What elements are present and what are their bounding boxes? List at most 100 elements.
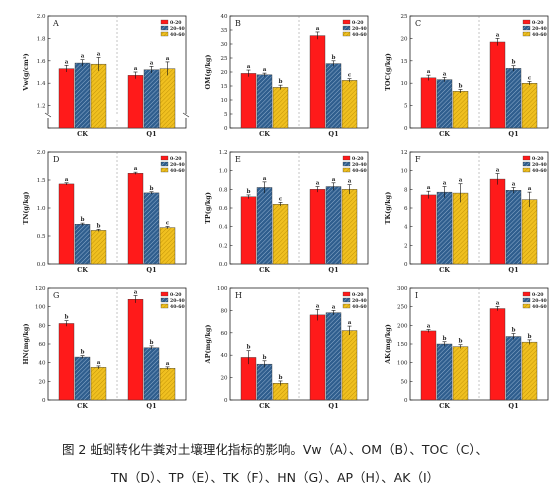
significance-label: a xyxy=(65,59,69,65)
significance-label: b xyxy=(279,375,283,381)
bar xyxy=(272,204,289,265)
panel-letter: H xyxy=(235,291,242,300)
panel-d: 0.0 0.5 1.0 1.5 2.0 a b b CK a b c Q1 D TN(g/kg) 0-2020… xyxy=(22,150,187,274)
bar xyxy=(505,190,522,265)
y-tick-label: 4 xyxy=(404,225,408,231)
legend-label: 40-60 xyxy=(170,168,185,174)
legend-label: 20-40 xyxy=(352,298,367,304)
legend-label: 0-20 xyxy=(532,20,544,26)
bar xyxy=(309,314,326,401)
significance-label: a xyxy=(443,181,447,187)
y-tick-label: 50 xyxy=(401,379,408,385)
bar xyxy=(521,341,538,401)
significance-label: b xyxy=(459,83,463,89)
legend-label: 20-40 xyxy=(170,162,185,168)
y-tick-label: 25 xyxy=(401,14,408,20)
bar xyxy=(143,347,160,401)
bar xyxy=(74,62,91,129)
bar xyxy=(325,312,342,401)
figure-panels: 1.21.41.61.82.0aa aCKaaaQ1AVw(g/cm³)0-202… xyxy=(22,14,549,410)
significance-label: a xyxy=(97,51,101,57)
category-label: CK xyxy=(439,266,450,274)
panel-letter: F xyxy=(415,155,421,164)
significance-label: b xyxy=(97,223,101,229)
significance-label: c xyxy=(528,75,532,81)
significance-label: c xyxy=(348,73,352,79)
y-tick-label: 0 xyxy=(404,398,408,404)
y-tick-label: 6 xyxy=(404,206,408,212)
significance-label: a xyxy=(332,304,336,310)
category-label: CK xyxy=(77,266,88,274)
significance-label: a xyxy=(65,177,69,183)
legend-label: 20-40 xyxy=(352,162,367,168)
bar xyxy=(420,77,437,129)
legend-swatch xyxy=(342,31,351,37)
figure-caption: 图 2 蚯蚓转化牛粪对土壤理化指标的影响。Vw（A）、OM（B）、TOC（C）、… xyxy=(10,436,540,492)
panel-i: 0 50 100 150 200 250 300 a b b CK a b b Q1 I AK(mg/kg) 0-… xyxy=(384,286,549,410)
legend-label: 0-20 xyxy=(532,156,544,162)
significance-label: a xyxy=(166,56,170,62)
category-label: CK xyxy=(439,402,450,410)
y-tick-label: 20 xyxy=(221,70,228,76)
legend-label: 0-20 xyxy=(170,156,182,162)
bar xyxy=(240,196,257,265)
y-tick-label: 2 xyxy=(404,243,408,249)
bar xyxy=(159,227,176,265)
significance-label: a xyxy=(332,177,336,183)
bar xyxy=(272,383,289,401)
bar xyxy=(127,299,144,401)
bar xyxy=(74,356,91,401)
y-tick-label: 1.6 xyxy=(37,59,46,65)
legend-swatch xyxy=(522,161,531,167)
y-tick-label: 60 xyxy=(221,331,228,337)
y-axis-label: TN(g/kg) xyxy=(22,192,30,225)
bar xyxy=(489,178,506,265)
bar xyxy=(159,68,176,129)
panel-h: 0 20 40 60 80 100 b b b CK a a a Q1 H AP(mg/kg) 0-2020-4… xyxy=(204,286,369,410)
y-axis-label: AP(mg/kg) xyxy=(204,325,212,365)
bar xyxy=(90,367,107,401)
panel-c: 0 5 10 15 20 25 a a b CK a b c Q1 C TOC(g/kg) 0-2020-404… xyxy=(384,14,549,138)
y-axis-label: AK(mg/kg) xyxy=(384,324,392,365)
legend-label: 40-60 xyxy=(532,168,547,174)
bar xyxy=(452,346,469,401)
y-tick-label: 100 xyxy=(35,305,46,311)
bar xyxy=(309,35,326,129)
y-tick-label: 8 xyxy=(404,187,408,193)
significance-label: a xyxy=(134,289,138,295)
bar xyxy=(436,191,453,265)
y-tick-label: 60 xyxy=(39,342,46,348)
category-label: Q1 xyxy=(328,402,338,410)
legend-swatch xyxy=(342,19,351,25)
legend-swatch xyxy=(160,291,169,297)
y-axis-label: HN(mg/kg) xyxy=(22,323,30,364)
significance-label: c xyxy=(279,196,283,202)
axis-break-gap xyxy=(45,114,189,118)
bar xyxy=(489,41,506,129)
y-tick-label: 0.2 xyxy=(219,243,228,249)
panel-letter: D xyxy=(53,155,59,164)
legend-label: 40-60 xyxy=(352,168,367,174)
y-tick-label: 1.8 xyxy=(37,36,46,42)
y-tick-label: 40 xyxy=(221,14,228,20)
panel-e: 0.0 0.2 0.4 0.6 0.8 1.0 1.2 b a c CK a a a Q1 E TP(g/kg)… xyxy=(204,150,369,274)
panel-a: 1.2 1.4 1.6 1.8 2.0 a a a CK a a a Q1 A Vw(g/cm³) 0-202… xyxy=(22,14,190,138)
y-tick-label: 2.0 xyxy=(37,150,46,156)
category-label: Q1 xyxy=(328,266,338,274)
significance-label: b xyxy=(443,336,447,342)
category-label: Q1 xyxy=(146,266,156,274)
category-label: CK xyxy=(259,266,270,274)
y-tick-label: 300 xyxy=(397,286,408,292)
bar xyxy=(309,189,326,265)
significance-label: b xyxy=(459,339,463,345)
bar xyxy=(58,183,75,265)
panel-letter: C xyxy=(415,19,421,28)
legend-swatch xyxy=(160,25,169,31)
legend-label: 40-60 xyxy=(352,304,367,310)
legend-label: 20-40 xyxy=(352,26,367,32)
panel-f: 0 2 4 6 8 10 12 a a a CK a a a Q1 F TK(g/kg) 0-2020-4040-… xyxy=(384,150,549,274)
legend-swatch xyxy=(342,25,351,31)
y-tick-label: 1.4 xyxy=(37,81,46,87)
legend-swatch xyxy=(160,19,169,25)
y-tick-label: 40 xyxy=(221,353,228,359)
